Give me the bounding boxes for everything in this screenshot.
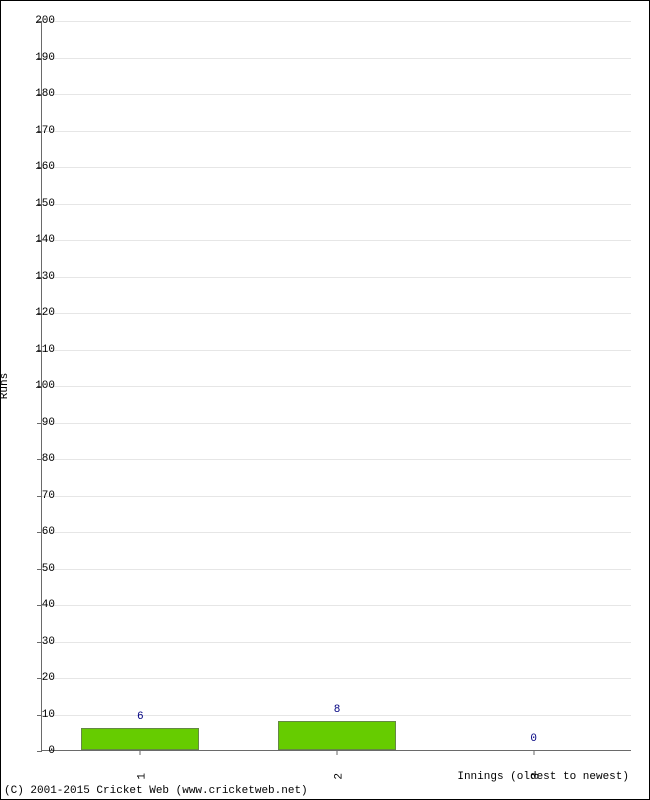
- gridline: [42, 350, 631, 351]
- gridline: [42, 423, 631, 424]
- copyright-text: (C) 2001-2015 Cricket Web (www.cricketwe…: [4, 785, 308, 797]
- ytick-label: 20: [27, 672, 55, 684]
- gridline: [42, 167, 631, 168]
- gridline: [42, 678, 631, 679]
- ytick-label: 130: [27, 271, 55, 283]
- ytick-label: 160: [27, 161, 55, 173]
- gridline: [42, 21, 631, 22]
- gridline: [42, 459, 631, 460]
- xtick-mark: [337, 750, 338, 755]
- chart-frame: 680 Runs Innings (oldest to newest) (C) …: [0, 0, 650, 800]
- bar-value-label: 6: [137, 711, 144, 723]
- ytick-label: 30: [27, 636, 55, 648]
- ytick-label: 10: [27, 709, 55, 721]
- gridline: [42, 58, 631, 59]
- bar-value-label: 8: [334, 704, 341, 716]
- xtick-label: 2: [333, 773, 345, 780]
- gridline: [42, 642, 631, 643]
- bar: [278, 721, 396, 750]
- ytick-label: 150: [27, 198, 55, 210]
- y-axis-label: Runs: [0, 373, 11, 399]
- plot-area: 6 8 0: [41, 21, 631, 751]
- gridline: [42, 94, 631, 95]
- ytick-label: 40: [27, 599, 55, 611]
- gridline: [42, 496, 631, 497]
- gridline: [42, 131, 631, 132]
- xtick-mark: [533, 750, 534, 755]
- xtick-label: 3: [530, 773, 542, 780]
- gridline: [42, 569, 631, 570]
- ytick-label: 120: [27, 307, 55, 319]
- ytick-label: 70: [27, 490, 55, 502]
- x-axis-label: Innings (oldest to newest): [457, 771, 629, 783]
- ytick-label: 0: [27, 745, 55, 757]
- ytick-label: 60: [27, 526, 55, 538]
- gridline: [42, 240, 631, 241]
- ytick-label: 50: [27, 563, 55, 575]
- xtick-label: 1: [137, 773, 149, 780]
- gridline: [42, 277, 631, 278]
- ytick-label: 90: [27, 417, 55, 429]
- gridline: [42, 386, 631, 387]
- ytick-label: 140: [27, 234, 55, 246]
- gridline: [42, 605, 631, 606]
- ytick-label: 180: [27, 88, 55, 100]
- ytick-label: 100: [27, 380, 55, 392]
- ytick-label: 200: [27, 15, 55, 27]
- ytick-label: 80: [27, 453, 55, 465]
- gridline: [42, 532, 631, 533]
- gridline: [42, 204, 631, 205]
- bar-value-label: 0: [530, 733, 537, 745]
- ytick-label: 170: [27, 125, 55, 137]
- bar: [81, 728, 199, 750]
- ytick-label: 110: [27, 344, 55, 356]
- xtick-mark: [140, 750, 141, 755]
- gridline: [42, 313, 631, 314]
- ytick-label: 190: [27, 52, 55, 64]
